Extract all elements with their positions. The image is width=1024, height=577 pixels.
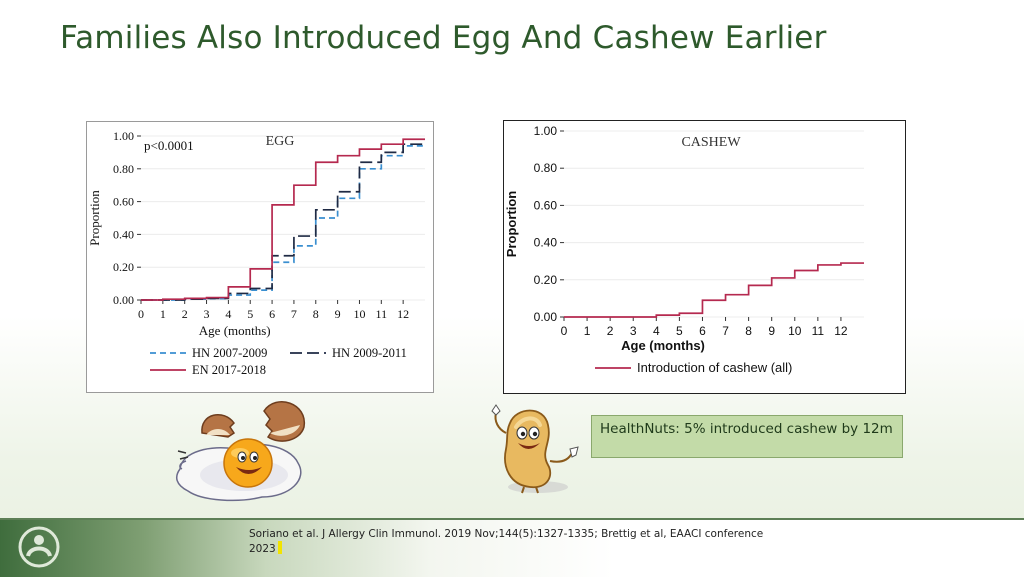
y-tick-label: 0.20 xyxy=(534,273,558,287)
x-tick-label: 12 xyxy=(397,307,409,321)
series-line-3 xyxy=(141,138,425,301)
x-tick-label: 1 xyxy=(584,324,591,338)
y-tick-label: 0.80 xyxy=(113,162,134,176)
citation-body: Soriano et al. J Allergy Clin Immunol. 2… xyxy=(249,528,764,555)
citation-text: Soriano et al. J Allergy Clin Immunol. 2… xyxy=(249,528,769,556)
legend-label-2: HN 2009-2011 xyxy=(332,346,407,360)
x-tick-label: 7 xyxy=(722,324,729,338)
text-cursor-marker xyxy=(277,541,282,554)
x-tick-label: 3 xyxy=(204,307,210,321)
x-tick-label: 11 xyxy=(812,324,825,338)
x-tick-label: 1 xyxy=(160,307,166,321)
x-tick-label: 0 xyxy=(138,307,144,321)
x-tick-label: 11 xyxy=(376,307,388,321)
healthnuts-callout: HealthNuts: 5% introduced cashew by 12m xyxy=(591,415,903,458)
y-axis-label: Proportion xyxy=(504,191,519,257)
y-tick-label: 0.40 xyxy=(534,236,558,250)
x-tick-label: 6 xyxy=(699,324,706,338)
p-value-annotation: p<0.0001 xyxy=(144,138,194,153)
x-tick-label: 8 xyxy=(745,324,752,338)
x-axis-label: Age (months) xyxy=(621,338,705,353)
egg-cartoon-icon xyxy=(175,401,305,502)
y-axis-label: Proportion xyxy=(87,190,102,246)
legend-label-1: HN 2007-2009 xyxy=(192,346,267,360)
chart-title: EGG xyxy=(266,134,295,149)
x-tick-label: 2 xyxy=(182,307,188,321)
cashew-chart-svg: 0.000.200.400.600.801.000 1 2 3 4 5 6 7 8 9 10 11 12… xyxy=(504,124,865,375)
x-tick-label: 4 xyxy=(653,324,660,338)
y-tick-label: 0.60 xyxy=(534,198,558,212)
footer-band xyxy=(0,518,1024,577)
x-tick-label: 8 xyxy=(313,307,319,321)
x-tick-label: 12 xyxy=(834,324,848,338)
x-tick-label: 3 xyxy=(630,324,637,338)
x-tick-label: 7 xyxy=(291,307,297,321)
y-tick-label: 1.00 xyxy=(113,129,134,143)
x-tick-label: 0 xyxy=(561,324,568,338)
y-tick-label: 0.00 xyxy=(113,293,134,307)
x-tick-label: 9 xyxy=(335,307,341,321)
cashew-cartoon-icon xyxy=(491,404,579,494)
x-axis-label: Age (months) xyxy=(199,323,271,338)
y-tick-label: 0.60 xyxy=(113,195,134,209)
x-tick-label: 10 xyxy=(353,307,365,321)
legend-label-3: EN 2017-2018 xyxy=(192,363,266,377)
y-tick-label: 0.40 xyxy=(113,227,134,241)
egg-chart: 0.00 0.20 0.40 0.60 0.80 1.00 0 1 2 3 4 5 6 7 8 9 10 11 12… xyxy=(86,121,434,393)
plot-frame xyxy=(563,130,865,318)
x-tick-label: 2 xyxy=(607,324,614,338)
y-tick-label: 0.00 xyxy=(534,310,558,324)
cashew-chart: 0.00 0.20 0.40 0.60 0.80 1.00 0 1 2 3 4 5 6 7 8 9 10 11 12… xyxy=(503,120,906,394)
x-tick-label: 9 xyxy=(768,324,775,338)
x-tick-label: 5 xyxy=(676,324,683,338)
slide-title: Families Also Introduced Egg And Cashew … xyxy=(60,20,827,56)
legend-label-1: Introduction of cashew (all) xyxy=(637,360,792,375)
y-tick-label: 0.20 xyxy=(113,260,134,274)
x-tick-label: 5 xyxy=(247,307,253,321)
series-line-1 xyxy=(141,144,426,301)
series-line-2 xyxy=(141,142,426,301)
plot-frame xyxy=(140,135,426,301)
egg-chart-svg: 0.000.200.400.600.801.000 1 2 3 4 5 6 7 8 9 10 11 12… xyxy=(87,129,426,377)
chart-title: CASHEW xyxy=(681,135,741,150)
x-tick-label: 4 xyxy=(225,307,231,321)
x-tick-label: 6 xyxy=(269,307,275,321)
x-tick-label: 10 xyxy=(788,324,802,338)
series-line-1 xyxy=(564,262,864,318)
y-tick-label: 1.00 xyxy=(534,124,558,138)
y-tick-label: 0.80 xyxy=(534,161,558,175)
logo-icon xyxy=(18,526,60,568)
